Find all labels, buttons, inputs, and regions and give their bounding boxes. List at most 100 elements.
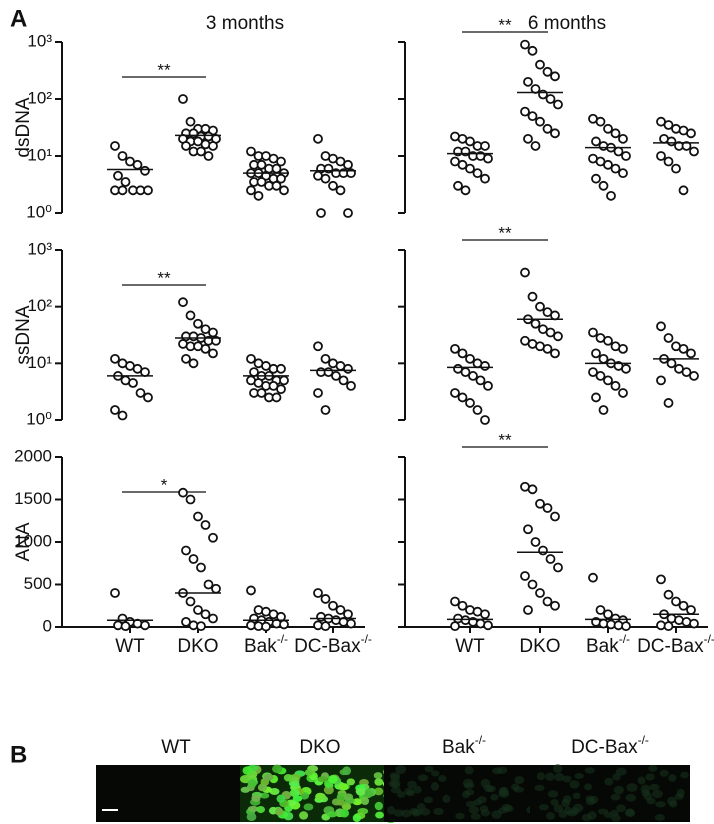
data-point — [603, 609, 613, 620]
data-point — [276, 363, 286, 374]
data-point — [610, 128, 621, 139]
data-point — [196, 562, 206, 573]
nucleus — [246, 812, 257, 822]
nucleus — [417, 774, 429, 782]
data-point — [279, 185, 289, 196]
nucleus — [545, 812, 555, 820]
data-point — [450, 343, 460, 354]
nucleus — [574, 772, 584, 780]
data-point — [598, 405, 609, 415]
data-point — [483, 620, 493, 631]
y-axis-label: dsDNA — [13, 97, 34, 158]
data-point — [523, 524, 533, 535]
data-point — [313, 133, 323, 144]
x-tick-label: WT — [455, 636, 485, 657]
data-point — [181, 353, 191, 364]
data-point — [603, 159, 613, 170]
nucleus — [438, 774, 447, 783]
data-point — [527, 111, 538, 122]
nucleus — [315, 792, 326, 801]
data-point — [663, 333, 674, 343]
data-point — [203, 151, 214, 161]
data-point — [535, 498, 545, 509]
nucleus — [373, 772, 383, 779]
nucleus — [326, 811, 338, 818]
data-point — [211, 583, 221, 594]
nucleus — [538, 803, 549, 811]
data-point — [120, 621, 131, 632]
data-point — [208, 532, 218, 543]
x-tick-label: Bak-/- — [244, 632, 288, 657]
data-point — [253, 190, 264, 201]
nucleus — [352, 813, 362, 823]
micrograph — [96, 765, 256, 822]
nucleus — [616, 804, 626, 813]
nucleus — [413, 785, 422, 794]
data-point — [178, 297, 188, 308]
nucleus — [275, 807, 284, 816]
data-point — [603, 123, 613, 134]
data-point — [480, 361, 490, 371]
data-point — [681, 367, 692, 378]
data-point — [313, 341, 323, 352]
data-point — [618, 133, 628, 144]
nucleus — [360, 796, 370, 806]
data-point — [276, 173, 286, 184]
micrograph — [239, 764, 402, 824]
nucleus — [338, 783, 349, 791]
data-point — [276, 384, 286, 395]
nucleus — [346, 778, 356, 786]
nucleus — [304, 769, 314, 776]
y-tick-label: 1000 — [14, 531, 52, 550]
nucleus — [514, 775, 525, 785]
y-tick-label: 10¹ — [27, 145, 52, 164]
significance-label: ** — [498, 430, 512, 449]
data-point — [196, 146, 206, 157]
data-point — [256, 388, 267, 398]
data-point — [678, 600, 689, 611]
data-point — [279, 375, 289, 386]
data-point — [313, 588, 323, 598]
data-point — [457, 348, 468, 359]
data-point — [246, 353, 256, 364]
y-tick-label: 10³ — [27, 239, 52, 258]
nucleus — [547, 790, 559, 798]
nucleus — [536, 772, 546, 781]
nucleus — [572, 792, 581, 800]
nucleus — [251, 794, 261, 802]
nucleus — [569, 780, 580, 789]
data-point — [143, 392, 153, 403]
nucleus — [342, 766, 352, 776]
nucleus — [562, 795, 572, 804]
data-point — [450, 621, 460, 632]
data-point — [457, 600, 468, 611]
data-point — [610, 380, 621, 391]
nucleus — [395, 765, 407, 774]
nucleus — [667, 796, 677, 806]
nucleus — [473, 799, 483, 806]
data-point — [542, 503, 553, 513]
nucleus — [390, 782, 401, 789]
data-point — [483, 380, 493, 391]
nucleus — [336, 793, 347, 802]
nucleus — [615, 767, 627, 776]
data-point — [465, 163, 475, 174]
data-point — [603, 335, 613, 346]
x-tick-label: DKO — [519, 636, 560, 657]
data-point — [591, 173, 601, 184]
y-tick-label: 500 — [24, 574, 52, 593]
nucleus — [424, 765, 434, 773]
data-point — [595, 116, 606, 127]
data-point — [143, 185, 153, 196]
data-point — [196, 621, 206, 632]
nucleus — [587, 811, 597, 820]
significance-label: ** — [157, 268, 171, 287]
data-point — [193, 511, 203, 522]
nucleus — [585, 797, 595, 806]
y-axis-label: ANA — [13, 522, 34, 561]
data-point — [666, 358, 677, 369]
nucleus — [317, 776, 328, 783]
data-point — [246, 585, 256, 596]
data-point — [606, 190, 616, 201]
data-point — [261, 621, 271, 632]
